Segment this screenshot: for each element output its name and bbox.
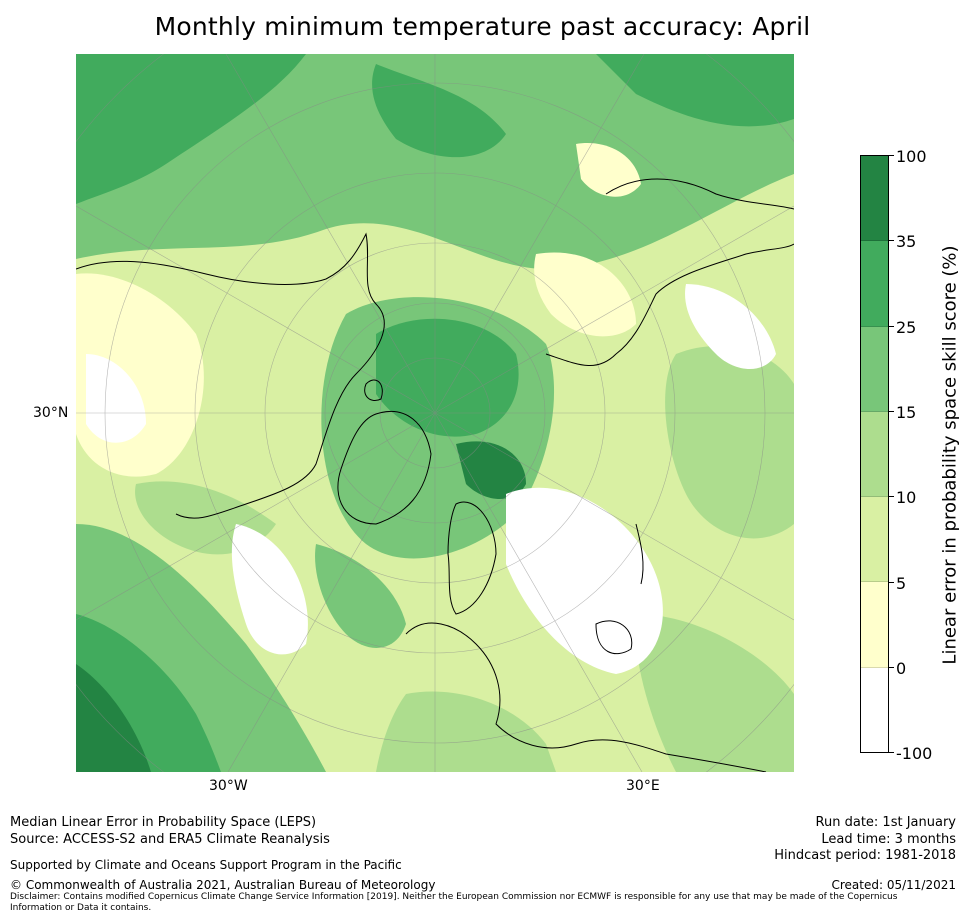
skill-region-southwest-deep xyxy=(76,664,151,772)
coast-europe xyxy=(405,622,767,772)
colorbar-band-0-5 xyxy=(861,582,888,668)
low-skill-north-white xyxy=(576,143,641,197)
low-skill-canada-white xyxy=(86,354,146,443)
skill-region-southeast xyxy=(635,614,794,772)
low-skill-north-pacific xyxy=(231,524,308,655)
colorbar-tick-label: 0 xyxy=(896,659,907,678)
footer-method: Median Linear Error in Probability Space… xyxy=(10,815,317,830)
low-skill-east-asia xyxy=(534,252,636,337)
coast-eurasia xyxy=(545,243,794,367)
skill-region-barents xyxy=(456,441,526,499)
skill-region-south-center xyxy=(376,691,556,772)
colorbar-tick-label: 5 xyxy=(896,574,907,593)
colorbar-tick-label: -100 xyxy=(896,744,933,763)
lat-label-30n: 30°N xyxy=(33,405,69,421)
skill-region-north-strong xyxy=(76,54,306,204)
colorbar-tick-label: 100 xyxy=(896,147,927,166)
colorbar-band-15-25 xyxy=(861,326,888,412)
footer-disclaimer-1: Disclaimer: Contains modified Copernicus… xyxy=(10,892,898,902)
footer-source: Source: ACCESS-S2 and ERA5 Climate Reana… xyxy=(10,832,330,847)
map-canvas xyxy=(76,54,794,772)
coastlines xyxy=(76,178,794,772)
footer-disclaimer-2: Information or Data it contains. xyxy=(10,903,152,913)
footer-lead-time: Lead time: 3 months xyxy=(821,832,956,847)
colorbar-title: Linear error in probability space skill … xyxy=(939,245,961,665)
coast-scandinavia xyxy=(447,501,497,615)
footer-support: Supported by Climate and Oceans Support … xyxy=(10,858,402,872)
colorbar-band-neg100-0 xyxy=(861,667,888,752)
lon-label-30e: 30°E xyxy=(626,778,660,794)
skill-region-northeast-strong xyxy=(596,54,794,127)
chart-title: Monthly minimum temperature past accurac… xyxy=(154,12,811,41)
colorbar-band-5-10 xyxy=(861,497,888,583)
coast-japan xyxy=(635,523,644,585)
coast-north-america xyxy=(76,232,385,519)
low-skill-siberia xyxy=(506,487,663,674)
coast-arctic-islands xyxy=(364,379,383,401)
lon-label-30w: 30°W xyxy=(209,778,248,794)
coast-caspian-black xyxy=(595,620,633,655)
skill-region-ireland-sea xyxy=(315,544,406,648)
footer-created: Created: 05/11/2021 xyxy=(831,878,956,892)
colorbar-tick-label: 10 xyxy=(896,488,917,507)
skill-region-east xyxy=(665,345,794,539)
colorbar-tick-label: 35 xyxy=(896,232,917,251)
graticule xyxy=(76,54,794,772)
footer-hindcast: Hindcast period: 1981-2018 xyxy=(774,848,956,863)
colorbar xyxy=(860,155,889,753)
low-skill-east-white xyxy=(685,284,776,369)
footer-copyright: © Commonwealth of Australia 2021, Austra… xyxy=(10,878,436,892)
colorbar-tick-label: 15 xyxy=(896,403,917,422)
colorbar-band-35-100 xyxy=(861,156,888,242)
footer-run-date: Run date: 1st January xyxy=(815,815,956,830)
coast-russia-north xyxy=(605,178,794,210)
colorbar-band-25-35 xyxy=(861,241,888,327)
colorbar-band-10-15 xyxy=(861,411,888,498)
polar-map[interactable] xyxy=(76,54,794,772)
skill-region-top-center xyxy=(372,64,506,158)
coast-greenland xyxy=(337,410,432,525)
colorbar-tick-label: 25 xyxy=(896,318,917,337)
skill-region-arctic-core xyxy=(376,318,519,437)
